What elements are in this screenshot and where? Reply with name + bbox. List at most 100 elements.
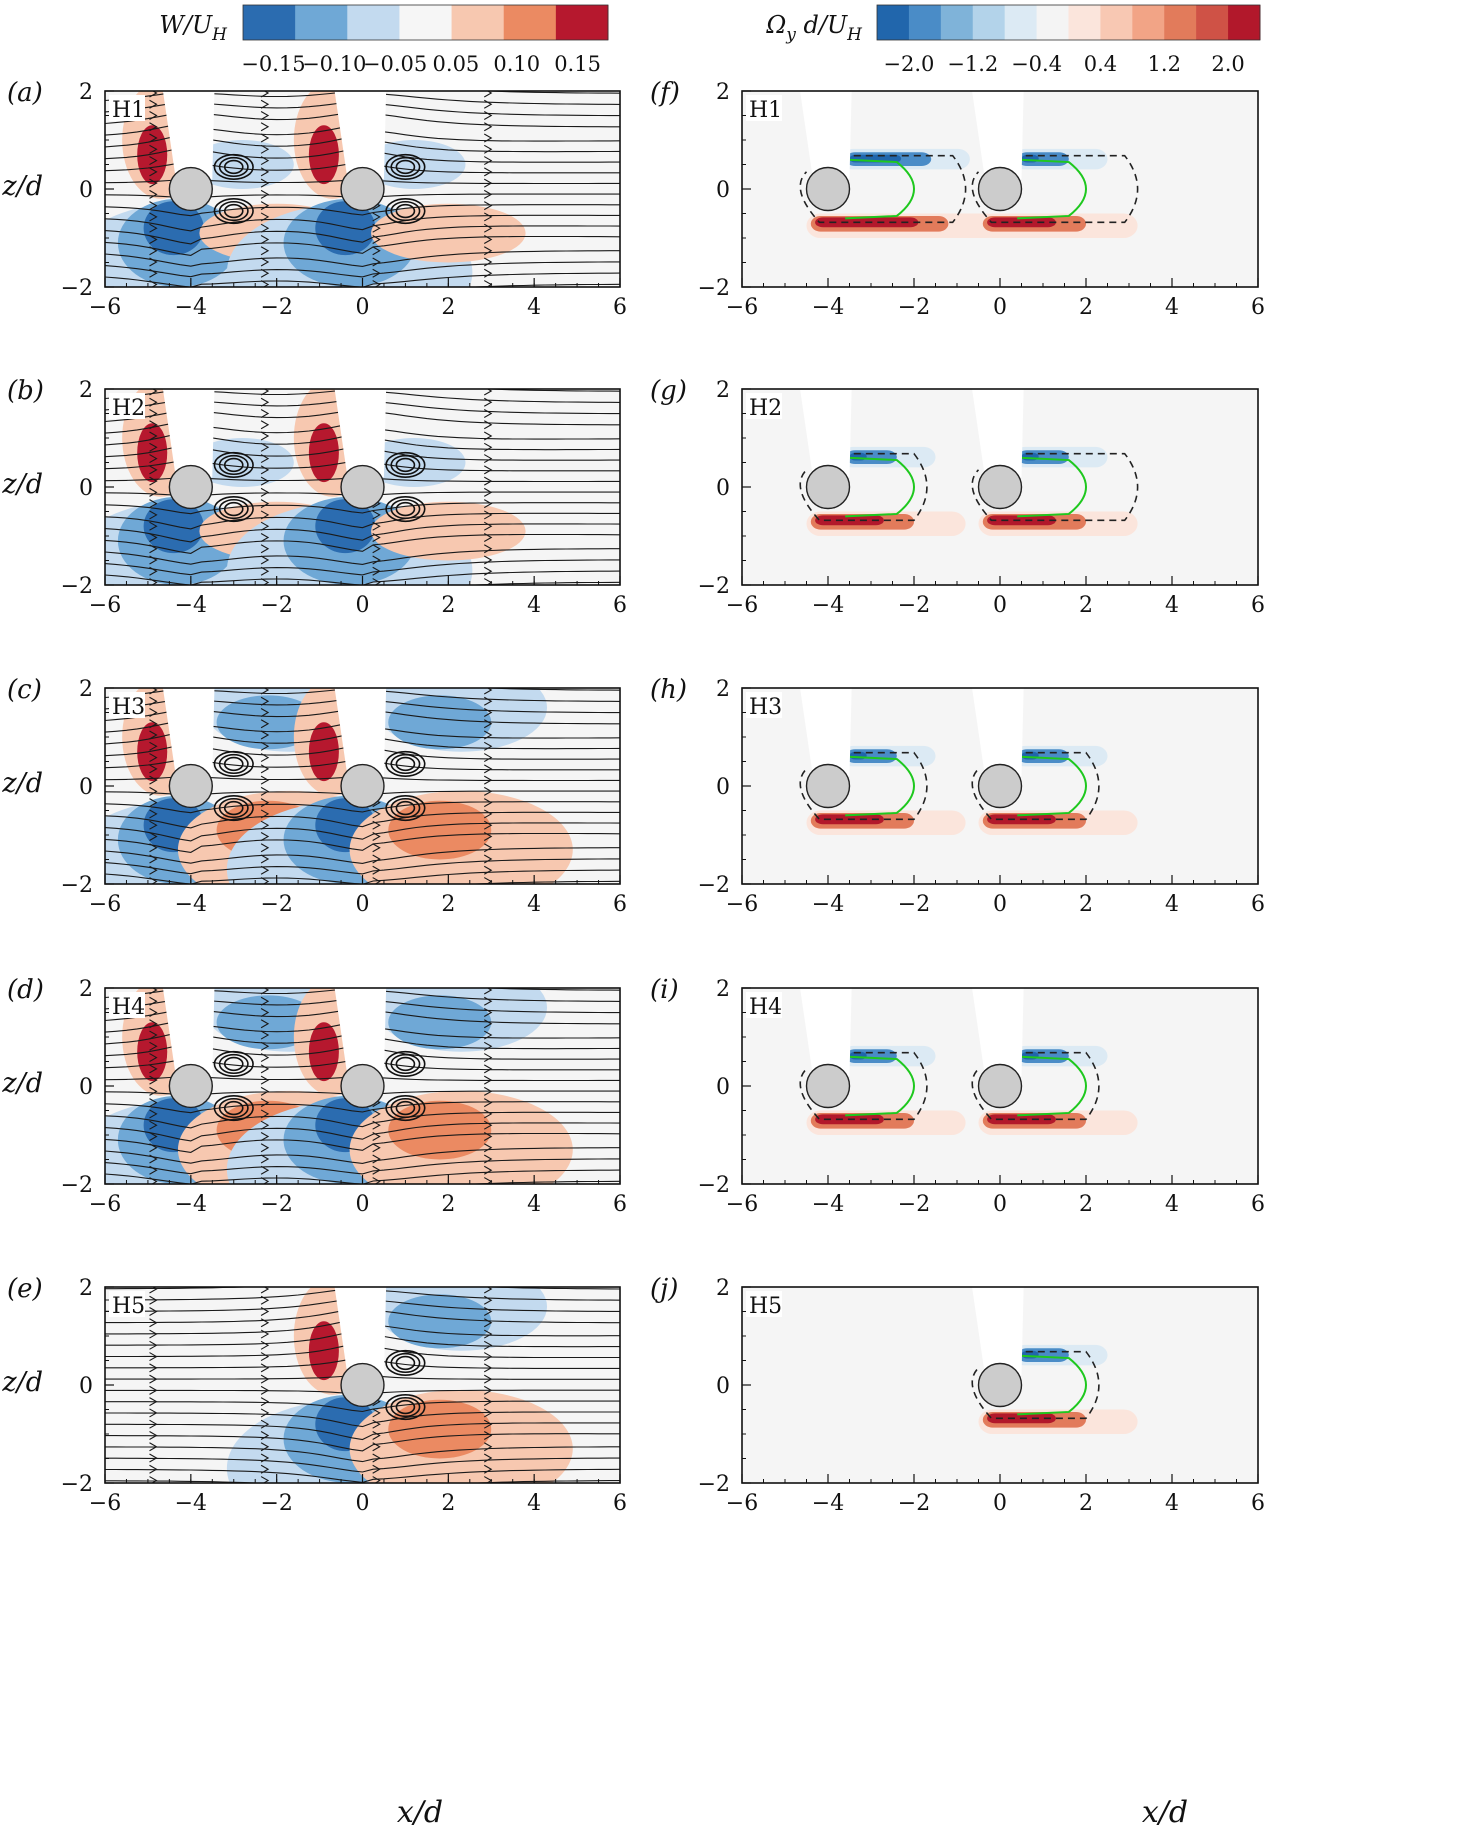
recirculation-loop — [395, 457, 416, 473]
case-label: H2 — [112, 396, 145, 421]
cylinder — [340, 1063, 385, 1109]
case-label-bg — [109, 1291, 145, 1317]
streamline-arrow — [483, 499, 493, 509]
streamline-arrow — [149, 988, 158, 995]
streamline-arrow — [260, 1295, 270, 1305]
w-contour-red-strong — [137, 1022, 168, 1082]
w-contour-red-light — [371, 203, 526, 263]
streamline-arrow — [149, 831, 158, 841]
streamline-arrow — [260, 1385, 270, 1395]
streamline-arrow — [372, 1430, 381, 1440]
streamline-arrow — [483, 1295, 493, 1305]
recirculation-loop — [213, 794, 254, 822]
panel-j: −6 −4 −2 0 2 4 6 2 0 −2 (j) H5 — [650, 1274, 1265, 1516]
recirculation-loop — [395, 800, 416, 816]
streamline-arrow — [483, 1352, 493, 1362]
streamline — [105, 389, 620, 403]
z-tick-label: 2 — [716, 677, 730, 702]
streamline-arrow — [149, 1476, 158, 1483]
streamline-arrow — [149, 178, 158, 188]
wake-dashed-contour — [971, 452, 1139, 522]
recirculation-loop — [395, 203, 416, 219]
green-contour — [845, 1055, 915, 1117]
streamline-arrow — [483, 1419, 493, 1429]
recirculation-loop — [213, 198, 254, 225]
x-tick-label: −6 — [726, 593, 758, 618]
streamline-arrow — [483, 409, 493, 418]
x-tick-label: 6 — [1251, 892, 1265, 917]
streamline-arrow — [260, 1374, 270, 1384]
panels-group: −6 −4 −2 0 2 4 6 2 0 −2 (a) H1 z/d −6 −4 −2 0 2 4 6 2 0 −2 (b) H… — [1, 78, 1265, 1516]
streamline-arrow — [483, 212, 493, 222]
x-tick-label: 6 — [613, 1192, 627, 1217]
streamline-arrow — [149, 1442, 158, 1452]
recirculation-loop — [395, 1355, 416, 1371]
streamline-arrow — [483, 1430, 493, 1440]
streamline-arrow — [149, 431, 158, 441]
streamline-arrow — [372, 843, 381, 853]
streamline-arrow — [260, 578, 270, 585]
recirculation-loop — [395, 1056, 416, 1072]
streamline — [105, 225, 620, 245]
colorbar-swatch — [399, 5, 453, 40]
streamline-arrow — [372, 1177, 381, 1184]
z-tick-label: −2 — [61, 873, 93, 898]
streamline — [105, 235, 620, 256]
streamline-arrow — [260, 167, 270, 177]
streamline-arrow — [260, 753, 270, 763]
panel-e: −6 −4 −2 0 2 4 6 2 0 −2 (e) H5 z/d — [1, 1274, 627, 1516]
streamline-arrow — [260, 1442, 270, 1452]
streamline-arrow — [483, 1453, 493, 1463]
recirculation-loop — [390, 1396, 421, 1418]
streamline-arrow — [372, 510, 381, 520]
x-tick-label: 6 — [613, 295, 627, 320]
streamline-arrow — [260, 843, 270, 853]
cylinder-wake-mask — [334, 988, 387, 1077]
streamline-arrow — [260, 1041, 270, 1051]
colorbar-tick-label: 0.10 — [493, 52, 540, 76]
z-tick-label: −2 — [698, 1173, 730, 1198]
streamline-arrow — [149, 1397, 158, 1407]
cylinder-wake-mask — [800, 988, 852, 1077]
streamline-arrow — [260, 1131, 270, 1141]
streamline-arrow — [260, 1143, 270, 1153]
cylinder — [168, 166, 213, 212]
streamline-arrow — [149, 688, 158, 695]
streamline-arrow — [483, 730, 493, 740]
w-contour-red-strong — [137, 423, 168, 483]
streamline-arrow — [483, 257, 493, 267]
streamline-arrow — [260, 1109, 270, 1119]
streamline-arrow — [260, 1019, 270, 1029]
recirculation-loop — [395, 1399, 416, 1415]
streamline-arrow — [149, 741, 158, 751]
streamline-arrow — [149, 1109, 158, 1119]
streamline-arrow — [483, 566, 493, 576]
z-tick-label: 2 — [716, 1276, 730, 1301]
cylinder — [805, 464, 851, 510]
z-tick-label: 0 — [79, 476, 93, 501]
x-tick-label: 4 — [1165, 295, 1179, 320]
streamline-arrow — [260, 487, 270, 497]
streamline-arrow — [260, 1030, 270, 1040]
x-tick-label: 0 — [993, 593, 1007, 618]
recirculation-loop — [223, 203, 244, 219]
x-tick-label: −6 — [89, 295, 121, 320]
streamline-arrow — [149, 820, 158, 830]
recirculation-loop — [218, 1053, 249, 1075]
streamline-arrow — [260, 178, 270, 188]
streamline-arrow — [149, 786, 158, 796]
streamline — [105, 1122, 620, 1142]
streamline-arrow — [260, 201, 270, 211]
x-tick-label: −4 — [812, 295, 844, 320]
case-label: H1 — [749, 98, 782, 123]
streamline-arrow — [149, 1086, 158, 1096]
x-tick-label: 0 — [356, 1192, 370, 1217]
x-tick-label: 2 — [441, 892, 455, 917]
w-contour-blue-mid — [216, 995, 320, 1050]
streamline-arrow — [149, 1030, 158, 1040]
cylinder — [805, 1063, 851, 1109]
streamline — [105, 548, 620, 565]
streamline-arrow — [260, 544, 270, 554]
w-contour-red-strong — [137, 722, 168, 782]
streamline-arrow — [483, 111, 493, 120]
